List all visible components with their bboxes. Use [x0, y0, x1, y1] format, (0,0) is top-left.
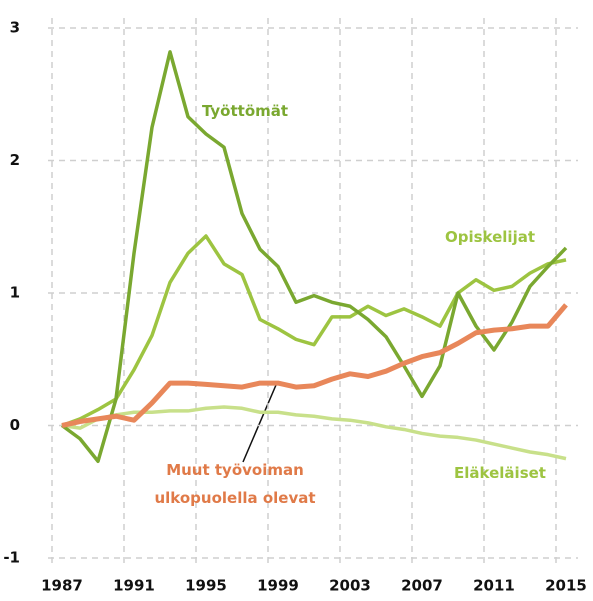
x-tick-label: 2003 — [329, 577, 371, 595]
line-series — [61, 234, 567, 428]
x-tick-label: 2011 — [473, 577, 515, 595]
series-label: Työttömät — [201, 102, 289, 120]
y-tick-label: 3 — [10, 19, 20, 37]
series-label: Eläkeläiset — [454, 464, 546, 482]
x-tick-label: 2007 — [401, 577, 443, 595]
y-tick-label: -1 — [3, 549, 20, 567]
y-tick-label: 2 — [10, 151, 20, 169]
x-tick-label: 1999 — [257, 577, 299, 595]
series-label: Muut työvoiman ulkopuolella olevat — [154, 461, 316, 507]
x-tick-label: 1987 — [41, 577, 83, 595]
y-tick-label: 1 — [10, 284, 20, 302]
line-series — [61, 303, 568, 428]
x-tick-label: 2015 — [545, 577, 587, 595]
line-series — [61, 405, 567, 461]
series-label: Opiskelijat — [444, 228, 536, 246]
x-tick-label: 1995 — [185, 577, 227, 595]
x-tick-label: 1991 — [113, 577, 155, 595]
y-tick-label: 0 — [10, 416, 20, 434]
annotation-pointer — [242, 384, 277, 463]
